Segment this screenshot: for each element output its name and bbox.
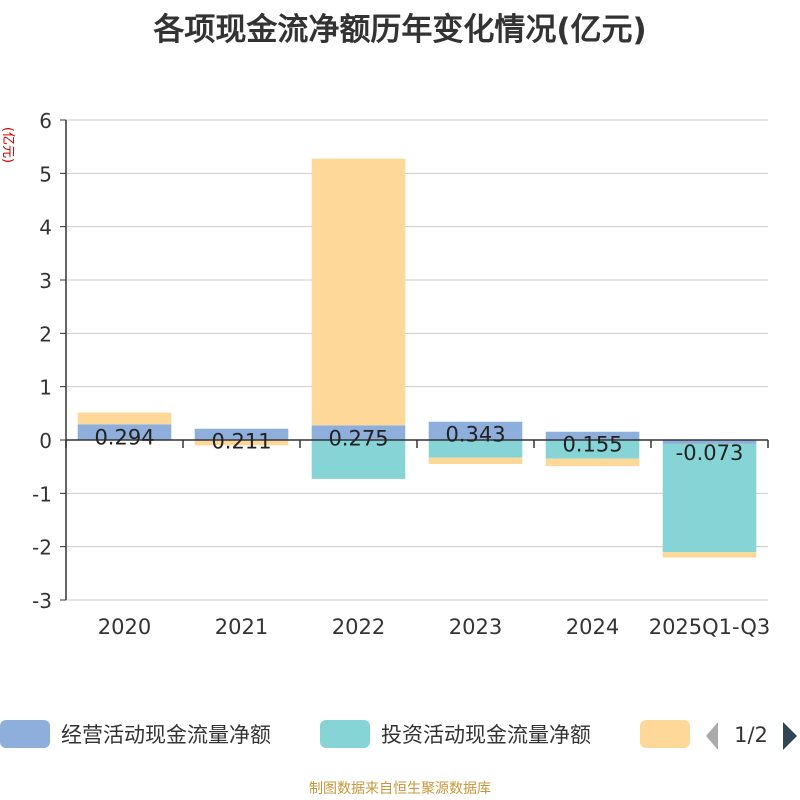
x-tick-label: 2020 [98,615,151,639]
chart-title: 各项现金流净额历年变化情况(亿元) [153,12,647,48]
source-footer: 制图数据来自恒生聚源数据库 [309,781,491,797]
data-label: 0.294 [94,425,154,449]
bar [77,412,172,425]
y-tick-label: 2 [39,322,52,346]
x-tick-label: 2025Q1-Q3 [649,615,771,639]
y-tick-label: 1 [39,376,52,400]
bar [428,457,523,464]
bar [311,425,406,440]
x-tick-label: 2021 [215,615,268,639]
legend-swatch [320,720,370,748]
legend-prev-icon [706,722,718,750]
legend-swatch [640,720,690,748]
bar [662,443,757,553]
legend-page-indicator: 1/2 [734,723,768,747]
bar [194,428,289,440]
data-label: -0.073 [676,441,744,465]
legend-label: 投资活动现金流量净额 [381,723,591,747]
x-tick-label: 2024 [566,615,619,639]
y-axis-title: (亿元) [0,127,15,163]
grid-layer [66,119,768,601]
bar [428,440,523,458]
bar [311,158,406,426]
axis-layer: -3 -2 -1 0 1 2 3 4 5 6 2020 2021 2022 2023 2024 2025Q1-… [32,109,770,639]
y-tick-label: 3 [39,269,52,293]
data-label: 0.275 [328,426,388,450]
bar [545,440,640,459]
legend-next-icon [783,722,797,750]
bar-layer [77,158,757,558]
y-tick-label: 5 [39,162,52,186]
y-tick-label: 0 [39,429,52,453]
data-label: 0.343 [445,423,505,447]
x-tick-label: 2022 [332,615,385,639]
label-layer: 0.294 0.211 0.275 0.343 0.155 -0.073 [94,423,743,465]
bar [662,552,757,558]
data-label: 0.211 [211,430,271,454]
y-tick-label: -3 [32,589,52,613]
bar [77,424,172,440]
legend-swatch [0,720,50,748]
x-tick-label: 2023 [449,615,502,639]
bar [662,440,757,444]
bar [311,440,406,479]
bar [545,458,640,467]
y-tick-label: -1 [32,482,52,506]
legend: 经营活动现金流量净额 投资活动现金流量净额 1/2 [0,720,797,750]
y-tick-label: 6 [39,109,52,133]
bar [545,431,640,440]
bar [428,421,523,440]
y-tick-label: -2 [32,536,52,560]
bar [194,440,289,446]
y-tick-label: 4 [39,216,52,240]
legend-label: 经营活动现金流量净额 [61,723,271,747]
data-label: 0.155 [562,433,622,457]
